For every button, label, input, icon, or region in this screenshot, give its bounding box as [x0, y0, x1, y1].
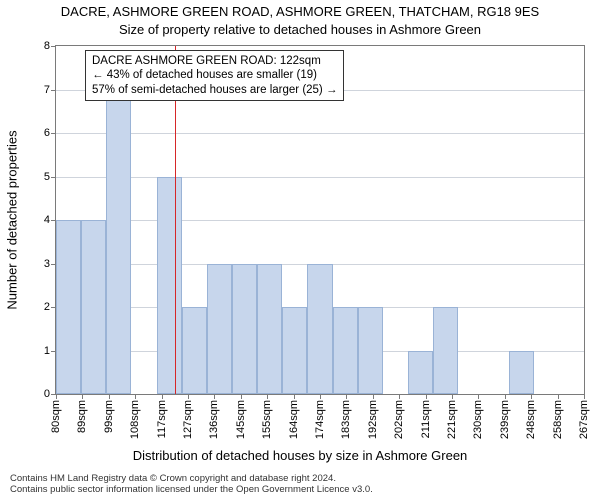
histogram-bar [56, 220, 81, 394]
x-tick-mark [109, 395, 110, 399]
annotation-line2: ← 43% of detached houses are smaller (19… [92, 68, 337, 82]
x-tick-label: 248sqm [525, 400, 537, 439]
x-tick-mark [478, 395, 479, 399]
gridline [56, 177, 584, 178]
credits: Contains HM Land Registry data © Crown c… [10, 474, 373, 496]
chart-title-main: DACRE, ASHMORE GREEN ROAD, ASHMORE GREEN… [0, 4, 600, 19]
histogram-bar [509, 351, 534, 395]
x-tick-label: 258sqm [552, 400, 564, 439]
x-tick-label: 136sqm [208, 400, 220, 439]
histogram-bar [207, 264, 232, 395]
y-tick-mark [51, 220, 55, 221]
y-tick-mark [51, 351, 55, 352]
x-tick-mark [558, 395, 559, 399]
y-tick-label: 2 [30, 301, 50, 313]
annotation-line1: DACRE ASHMORE GREEN ROAD: 122sqm [92, 54, 337, 68]
x-tick-mark [531, 395, 532, 399]
histogram-bar [182, 307, 207, 394]
x-tick-mark [320, 395, 321, 399]
x-tick-label: 267sqm [578, 400, 590, 439]
histogram-bar [358, 307, 383, 394]
x-tick-mark [214, 395, 215, 399]
x-tick-mark [188, 395, 189, 399]
x-tick-label: 221sqm [446, 400, 458, 439]
histogram-bar [433, 307, 458, 394]
x-tick-mark [584, 395, 585, 399]
x-tick-mark [346, 395, 347, 399]
x-tick-label: 117sqm [156, 400, 168, 438]
histogram-bar [81, 220, 106, 394]
x-tick-label: 211sqm [420, 400, 432, 438]
y-tick-mark [51, 264, 55, 265]
x-tick-mark [426, 395, 427, 399]
y-tick-mark [51, 394, 55, 395]
x-tick-label: 80sqm [50, 400, 62, 433]
x-tick-mark [505, 395, 506, 399]
x-tick-label: 164sqm [288, 400, 300, 439]
y-tick-label: 6 [30, 127, 50, 139]
x-tick-mark [135, 395, 136, 399]
x-axis-label: Distribution of detached houses by size … [0, 448, 600, 463]
y-tick-mark [51, 90, 55, 91]
y-tick-label: 4 [30, 214, 50, 226]
x-tick-label: 192sqm [367, 400, 379, 439]
histogram-bar [408, 351, 433, 395]
x-tick-mark [373, 395, 374, 399]
annotation-line3: 57% of semi-detached houses are larger (… [92, 83, 337, 97]
gridline [56, 133, 584, 134]
y-tick-mark [51, 133, 55, 134]
x-tick-label: 99sqm [103, 400, 115, 433]
y-tick-label: 5 [30, 171, 50, 183]
histogram-bar [232, 264, 257, 395]
x-tick-mark [56, 395, 57, 399]
credits-line2: Contains public sector information licen… [10, 485, 373, 496]
x-tick-mark [399, 395, 400, 399]
y-axis-label: Number of detached properties [5, 130, 20, 309]
annotation-box: DACRE ASHMORE GREEN ROAD: 122sqm ← 43% o… [85, 50, 344, 101]
y-tick-mark [51, 46, 55, 47]
x-tick-mark [267, 395, 268, 399]
x-tick-label: 183sqm [340, 400, 352, 439]
x-tick-label: 127sqm [182, 400, 194, 439]
y-tick-mark [51, 177, 55, 178]
chart-title-sub: Size of property relative to detached ho… [0, 22, 600, 37]
y-tick-label: 3 [30, 258, 50, 270]
x-tick-mark [452, 395, 453, 399]
x-tick-label: 145sqm [235, 400, 247, 439]
x-tick-mark [294, 395, 295, 399]
histogram-bar [106, 90, 131, 395]
x-tick-label: 239sqm [499, 400, 511, 439]
x-tick-label: 202sqm [393, 400, 405, 439]
x-tick-mark [82, 395, 83, 399]
histogram-bar [282, 307, 307, 394]
x-tick-mark [241, 395, 242, 399]
y-tick-mark [51, 307, 55, 308]
y-tick-label: 0 [30, 388, 50, 400]
x-tick-label: 230sqm [472, 400, 484, 439]
y-tick-label: 1 [30, 345, 50, 357]
gridline [56, 220, 584, 221]
histogram-bar [333, 307, 358, 394]
x-tick-label: 89sqm [76, 400, 88, 433]
x-tick-label: 155sqm [261, 400, 273, 439]
x-tick-label: 108sqm [129, 400, 141, 439]
x-tick-mark [162, 395, 163, 399]
histogram-bar [307, 264, 332, 395]
x-tick-label: 174sqm [314, 400, 326, 439]
y-tick-label: 7 [30, 84, 50, 96]
y-tick-label: 8 [30, 40, 50, 52]
histogram-bar [157, 177, 182, 395]
histogram-bar [257, 264, 282, 395]
